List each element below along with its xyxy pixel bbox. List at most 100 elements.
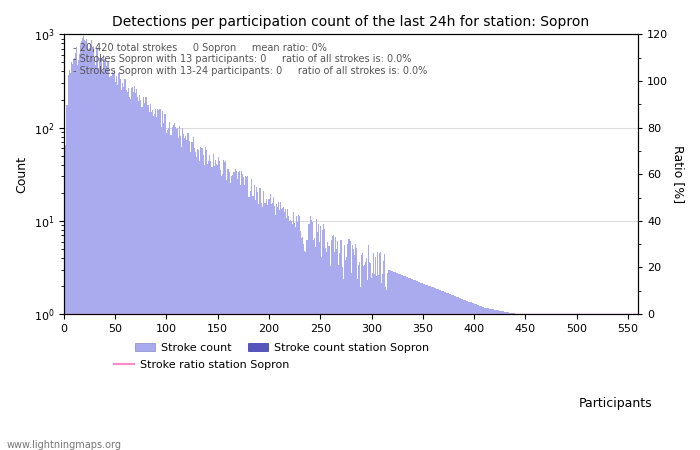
- Y-axis label: Ratio [%]: Ratio [%]: [672, 145, 685, 203]
- Bar: [514, 314, 516, 450]
- Bar: [367, 280, 368, 450]
- Bar: [529, 314, 530, 450]
- Bar: [247, 176, 248, 450]
- Bar: [583, 314, 584, 450]
- Bar: [87, 45, 88, 450]
- Bar: [333, 235, 334, 450]
- Bar: [232, 172, 234, 450]
- Bar: [204, 165, 205, 450]
- Bar: [404, 276, 405, 450]
- Bar: [312, 222, 313, 450]
- Bar: [609, 314, 610, 450]
- Bar: [85, 40, 86, 450]
- Bar: [120, 79, 121, 450]
- Bar: [368, 245, 369, 450]
- Bar: [215, 160, 216, 450]
- Bar: [208, 161, 209, 450]
- Bar: [155, 117, 157, 450]
- Bar: [428, 286, 430, 450]
- Bar: [141, 107, 142, 450]
- Bar: [77, 65, 78, 450]
- Bar: [573, 314, 574, 450]
- Bar: [234, 170, 236, 450]
- Bar: [203, 155, 204, 450]
- Bar: [345, 260, 346, 450]
- Bar: [160, 108, 161, 450]
- Bar: [635, 314, 636, 450]
- Bar: [353, 249, 354, 450]
- Bar: [284, 212, 285, 450]
- Bar: [197, 150, 199, 450]
- Bar: [244, 185, 245, 450]
- Bar: [468, 302, 470, 450]
- Bar: [332, 236, 333, 450]
- Bar: [479, 306, 480, 450]
- Bar: [74, 58, 75, 450]
- Title: Detections per participation count of the last 24h for station: Sopron: Detections per participation count of th…: [113, 15, 589, 29]
- Bar: [552, 314, 554, 450]
- Bar: [449, 294, 450, 450]
- Bar: [405, 276, 406, 450]
- Bar: [239, 171, 240, 450]
- Bar: [547, 314, 549, 450]
- Bar: [571, 314, 572, 450]
- Bar: [606, 314, 607, 450]
- Bar: [254, 185, 256, 450]
- Bar: [411, 279, 412, 450]
- Bar: [421, 283, 422, 450]
- Bar: [237, 180, 238, 450]
- Bar: [301, 238, 302, 450]
- Bar: [173, 125, 174, 450]
- Bar: [223, 160, 225, 450]
- Bar: [227, 180, 228, 450]
- Bar: [258, 204, 259, 450]
- Bar: [410, 279, 411, 450]
- Bar: [195, 152, 196, 450]
- Bar: [584, 314, 585, 450]
- Bar: [447, 293, 448, 450]
- Bar: [83, 36, 84, 450]
- Bar: [100, 58, 102, 450]
- Bar: [158, 110, 159, 450]
- Bar: [370, 263, 371, 450]
- Bar: [213, 153, 214, 450]
- Bar: [499, 310, 500, 450]
- Bar: [545, 314, 547, 450]
- Bar: [257, 193, 258, 450]
- Bar: [591, 314, 592, 450]
- Bar: [159, 109, 160, 450]
- Bar: [347, 244, 349, 450]
- Bar: [500, 311, 501, 450]
- Bar: [426, 285, 428, 450]
- Bar: [253, 196, 254, 450]
- Bar: [323, 225, 324, 450]
- Bar: [249, 197, 250, 450]
- Bar: [111, 72, 113, 450]
- Bar: [372, 273, 373, 450]
- Bar: [261, 202, 262, 450]
- Bar: [568, 314, 569, 450]
- Bar: [539, 314, 540, 450]
- Bar: [518, 314, 519, 450]
- Bar: [503, 311, 505, 450]
- Bar: [401, 275, 402, 450]
- Bar: [596, 314, 598, 450]
- Bar: [201, 148, 202, 450]
- Bar: [375, 257, 376, 450]
- Bar: [537, 314, 538, 450]
- Bar: [486, 308, 487, 450]
- Bar: [166, 133, 167, 450]
- Bar: [484, 308, 485, 450]
- Bar: [123, 87, 124, 450]
- Bar: [611, 314, 612, 450]
- Bar: [580, 314, 581, 450]
- Bar: [605, 314, 606, 450]
- Bar: [262, 207, 263, 450]
- Bar: [96, 49, 97, 450]
- Bar: [402, 275, 404, 450]
- Bar: [531, 314, 532, 450]
- Bar: [322, 230, 323, 450]
- Bar: [356, 248, 357, 450]
- Bar: [267, 205, 269, 450]
- Bar: [554, 314, 556, 450]
